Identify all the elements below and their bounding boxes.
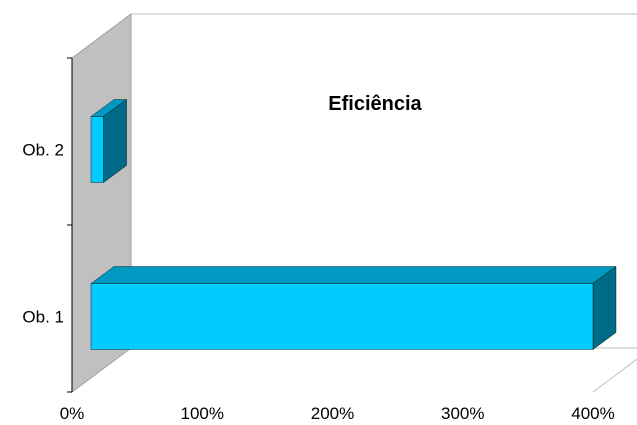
bar-ob-1 (90, 266, 617, 350)
chart-back-wall (131, 13, 637, 15)
category-label: Ob. 2 (22, 141, 64, 160)
x-tick-label: 300% (441, 404, 484, 423)
y-axis-ticks (67, 57, 72, 393)
x-tick-label: 0% (60, 404, 85, 423)
x-tick-label: 400% (571, 404, 614, 423)
chart-floor (131, 347, 637, 393)
category-labels: Ob. 1 Ob. 2 (22, 141, 64, 327)
x-tick-label: 200% (311, 404, 354, 423)
bar-front-face (90, 283, 594, 350)
bar-top-face (90, 266, 617, 284)
bar-front-face (90, 116, 104, 183)
category-label: Ob. 1 (22, 308, 64, 327)
bar-ob-2 (90, 99, 128, 183)
chart-title: Eficiência (328, 93, 422, 115)
x-tick-label: 100% (181, 404, 224, 423)
x-tick-labels: 0% 100% 200% 300% 400% (60, 404, 615, 423)
bars-group (90, 99, 617, 350)
